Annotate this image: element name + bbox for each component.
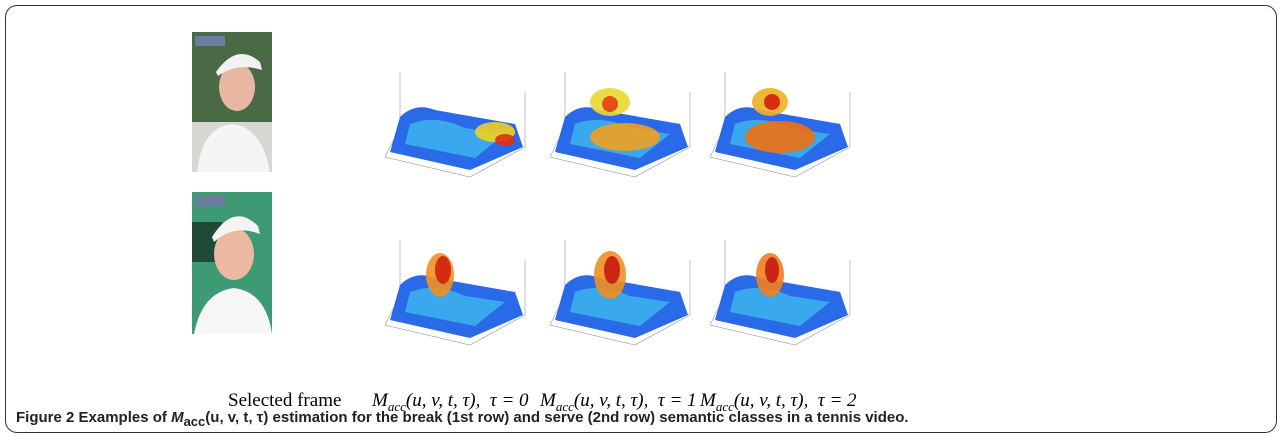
caption-label: Figure 2 bbox=[16, 409, 74, 426]
symbol: M bbox=[171, 409, 184, 426]
symbol: M bbox=[372, 390, 388, 411]
symbol: M bbox=[540, 390, 556, 411]
surface-peak bbox=[602, 96, 618, 112]
args: (u, v, t, τ) bbox=[205, 409, 268, 426]
caption-text: estimation for the break (1st row) and s… bbox=[268, 409, 908, 426]
surface-peak bbox=[435, 256, 451, 284]
surface-plot bbox=[540, 230, 700, 350]
args: (u, v, t, τ), bbox=[734, 390, 809, 411]
surface-plot bbox=[700, 62, 860, 182]
surface-plot bbox=[700, 230, 860, 350]
surface-plot bbox=[375, 62, 535, 182]
condition: τ = 2 bbox=[818, 390, 857, 411]
tennis-frame-serve bbox=[192, 192, 272, 334]
surface-peak bbox=[495, 134, 515, 146]
surface-plot bbox=[375, 230, 535, 350]
surface-peak bbox=[764, 94, 780, 110]
surface-peak bbox=[604, 256, 620, 284]
surface-peak bbox=[590, 123, 660, 151]
page: Selected frame Macc(u, v, t, τ), τ = 0 M… bbox=[0, 0, 1285, 440]
surface-plot bbox=[540, 62, 700, 182]
args: (u, v, t, τ), bbox=[406, 390, 481, 411]
tennis-frame-break bbox=[192, 32, 272, 172]
caption-text: Examples of bbox=[79, 409, 172, 426]
condition: τ = 0 bbox=[490, 390, 529, 411]
symbol: M bbox=[700, 390, 716, 411]
surface-peak bbox=[765, 257, 779, 283]
surface-peak bbox=[745, 121, 815, 153]
caption: Figure 2 Examples of Macc(u, v, t, τ) es… bbox=[16, 409, 909, 429]
args: (u, v, t, τ), bbox=[574, 390, 649, 411]
subscript: acc bbox=[184, 414, 206, 429]
condition: τ = 1 bbox=[658, 390, 697, 411]
